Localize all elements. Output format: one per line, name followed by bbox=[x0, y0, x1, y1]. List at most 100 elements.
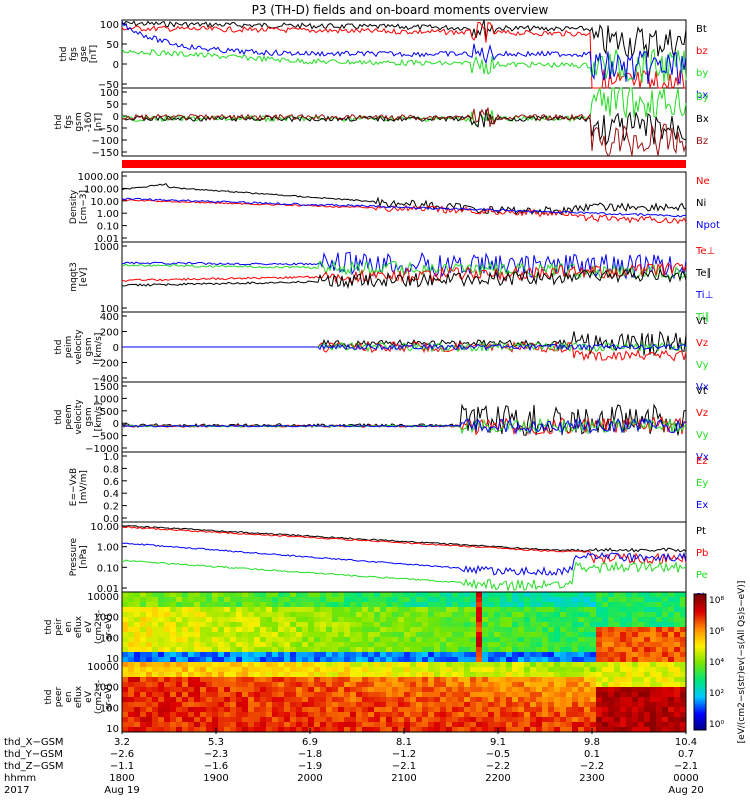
peir-spectrogram-cell bbox=[176, 627, 182, 632]
peer-spectrogram-cell bbox=[350, 677, 356, 682]
peer-spectrogram-cell bbox=[680, 717, 686, 722]
peer-spectrogram-cell bbox=[620, 677, 626, 682]
peir-spectrogram-cell bbox=[644, 602, 650, 607]
peir-spectrogram-cell bbox=[524, 597, 530, 602]
peir-spectrogram-cell bbox=[140, 637, 146, 642]
peir-spectrogram-cell bbox=[434, 612, 440, 617]
peir-spectrogram-cell bbox=[518, 632, 524, 637]
peir-spectrogram-cell bbox=[602, 652, 608, 657]
peer-spectrogram-cell bbox=[194, 692, 200, 697]
peir-spectrogram-cell bbox=[266, 612, 272, 617]
peer-spectrogram-cell bbox=[428, 672, 434, 677]
peir-spectrogram-cell bbox=[620, 612, 626, 617]
peir-spectrogram-cell bbox=[506, 642, 512, 647]
colorbar-band bbox=[694, 728, 706, 730]
peir-spectrogram-cell bbox=[638, 617, 644, 622]
peir-spectrogram-cell bbox=[668, 622, 674, 627]
peir-spectrogram-cell bbox=[602, 632, 608, 637]
peer-spectrogram-cell bbox=[368, 702, 374, 707]
ylabel-line: gsm bbox=[84, 407, 94, 426]
peir-spectrogram-cell bbox=[548, 602, 554, 607]
peer-spectrogram-cell bbox=[518, 692, 524, 697]
peir-spectrogram-cell bbox=[632, 647, 638, 652]
peir-spectrogram-cell bbox=[302, 657, 308, 662]
colorbar-band bbox=[694, 678, 706, 680]
peer-spectrogram-cell bbox=[488, 712, 494, 717]
peer-spectrogram-cell bbox=[260, 677, 266, 682]
peer-spectrogram-cell bbox=[218, 727, 224, 732]
peir-spectrogram-cell bbox=[368, 652, 374, 657]
peir-spectrogram-cell bbox=[656, 597, 662, 602]
peir-spectrogram-cell bbox=[404, 657, 410, 662]
peir-spectrogram-cell bbox=[512, 642, 518, 647]
ytick-label: 100 bbox=[100, 88, 119, 99]
peir-spectrogram-cell bbox=[194, 597, 200, 602]
peir-spectrogram-cell bbox=[152, 637, 158, 642]
peer-spectrogram-cell bbox=[302, 717, 308, 722]
peer-spectrogram-cell bbox=[578, 702, 584, 707]
legend-by: by bbox=[696, 68, 708, 79]
peer-spectrogram-cell bbox=[122, 692, 128, 697]
peir-spectrogram-cell bbox=[356, 652, 362, 657]
peir-spectrogram-cell bbox=[164, 617, 170, 622]
peir-spectrogram-cell bbox=[272, 617, 278, 622]
peir-spectrogram-cell bbox=[158, 647, 164, 652]
peer-spectrogram-cell bbox=[602, 722, 608, 727]
peer-spectrogram-cell bbox=[254, 702, 260, 707]
ytick-label: 50 bbox=[106, 100, 119, 111]
peer-spectrogram-cell bbox=[590, 682, 596, 687]
peer-spectrogram-cell bbox=[554, 692, 560, 697]
legend-Te⊥: Te⊥ bbox=[695, 246, 715, 257]
peer-spectrogram-cell bbox=[320, 722, 326, 727]
peir-spectrogram-cell bbox=[248, 632, 254, 637]
ytick-label: 100 bbox=[100, 633, 119, 644]
peir-spectrogram-cell bbox=[440, 622, 446, 627]
ylabel-line: (cm2-s- bbox=[94, 610, 104, 644]
peir-spectrogram-cell bbox=[344, 652, 350, 657]
peer-spectrogram-cell bbox=[470, 702, 476, 707]
peer-spectrogram-cell bbox=[164, 682, 170, 687]
xtick-label: 1900 bbox=[203, 773, 228, 784]
peir-spectrogram-cell bbox=[416, 642, 422, 647]
peir-spectrogram-cell bbox=[458, 652, 464, 657]
peir-spectrogram-cell bbox=[320, 592, 326, 597]
peer-spectrogram-cell bbox=[404, 707, 410, 712]
peer-spectrogram-cell bbox=[308, 697, 314, 702]
peer-spectrogram-cell bbox=[140, 692, 146, 697]
peer-spectrogram-cell bbox=[674, 712, 680, 717]
peir-spectrogram-cell bbox=[644, 642, 650, 647]
peer-spectrogram-cell bbox=[356, 662, 362, 667]
peer-spectrogram-cell bbox=[656, 672, 662, 677]
peer-spectrogram-cell bbox=[152, 692, 158, 697]
peir-spectrogram-cell bbox=[632, 652, 638, 657]
peer-spectrogram-cell bbox=[560, 697, 566, 702]
peer-spectrogram-cell bbox=[410, 662, 416, 667]
peer-spectrogram-cell bbox=[578, 722, 584, 727]
peer-spectrogram-cell bbox=[134, 697, 140, 702]
peir-spectrogram-cell bbox=[218, 617, 224, 622]
peir-spectrogram-cell bbox=[536, 652, 542, 657]
peir-spectrogram-cell bbox=[542, 627, 548, 632]
peir-spectrogram-cell bbox=[638, 632, 644, 637]
peir-spectrogram-cell bbox=[218, 652, 224, 657]
peir-spectrogram-cell bbox=[626, 637, 632, 642]
peir-spectrogram-cell bbox=[374, 612, 380, 617]
peir-spectrogram-cell bbox=[254, 652, 260, 657]
peir-spectrogram-cell bbox=[122, 602, 128, 607]
peir-spectrogram-cell bbox=[152, 622, 158, 627]
peer-spectrogram-cell bbox=[494, 717, 500, 722]
peir-spectrogram-cell bbox=[662, 602, 668, 607]
ytick-label: 1500 bbox=[94, 382, 119, 393]
peer-spectrogram-cell bbox=[398, 672, 404, 677]
peir-spectrogram-cell bbox=[170, 602, 176, 607]
peer-spectrogram-cell bbox=[536, 677, 542, 682]
peer-spectrogram-cell bbox=[632, 672, 638, 677]
peer-spectrogram-cell bbox=[656, 707, 662, 712]
peir-spectrogram-cell bbox=[314, 592, 320, 597]
peir-spectrogram-cell bbox=[338, 637, 344, 642]
peer-spectrogram-cell bbox=[272, 722, 278, 727]
peer-spectrogram-cell bbox=[164, 697, 170, 702]
peer-spectrogram-cell bbox=[380, 677, 386, 682]
peir-spectrogram-cell bbox=[518, 617, 524, 622]
peir-spectrogram-cell bbox=[548, 647, 554, 652]
